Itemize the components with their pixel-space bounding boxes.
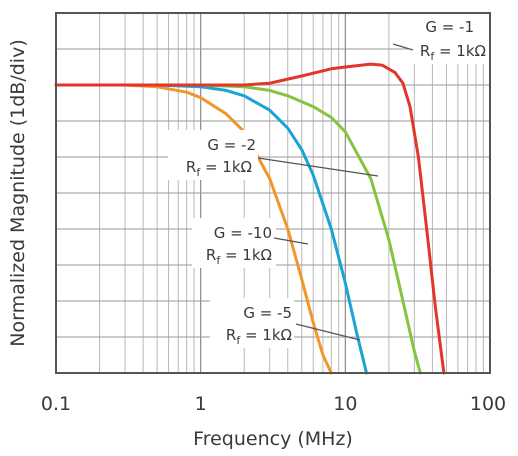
x-tick-label: 0.1 xyxy=(41,393,71,415)
annotation-g-1: G = -1 Rf = 1kΩ xyxy=(392,14,492,64)
x-tick-label: 100 xyxy=(470,393,506,415)
rf-sub: f xyxy=(196,166,201,179)
rf-sub: f xyxy=(216,254,221,267)
rf-sub: f xyxy=(236,334,241,347)
x-axis-label: Frequency (MHz) xyxy=(193,428,353,450)
rf-value: = 1kΩ xyxy=(220,246,272,264)
leader-line-g-10 xyxy=(273,237,309,245)
annotation-g-10: G = -10 Rf = 1kΩ xyxy=(192,218,309,268)
rf-value: = 1kΩ xyxy=(200,158,252,176)
annotation-rf-g-2: Rf = 1kΩ xyxy=(186,158,252,179)
annotation-g-5: G = -5 Rf = 1kΩ xyxy=(210,298,361,348)
series-line-2 xyxy=(54,83,368,375)
rf-r: R xyxy=(226,326,236,344)
x-tick-label: 1 xyxy=(195,393,207,415)
rf-sub: f xyxy=(430,50,435,63)
annotations: G = -1 Rf = 1kΩ G = -2 Rf = 1kΩ G = -10 … xyxy=(168,14,492,348)
annotation-gain-g-2: G = -2 xyxy=(207,136,256,154)
rf-value: = 1kΩ xyxy=(434,42,486,60)
leader-line-g-5 xyxy=(295,323,361,341)
annotation-gain-g-10: G = -10 xyxy=(214,224,272,242)
series-line-4 xyxy=(54,62,446,375)
plot-frame xyxy=(55,12,491,374)
annotation-gain-g-1: G = -1 xyxy=(425,18,474,36)
annotation-rf-g-5: Rf = 1kΩ xyxy=(226,326,292,347)
rf-r: R xyxy=(206,246,216,264)
rf-r: R xyxy=(420,42,430,60)
annotation-rf-g-1: Rf = 1kΩ xyxy=(420,42,486,63)
series-line-3 xyxy=(54,83,422,375)
annotation-g-2: G = -2 Rf = 1kΩ xyxy=(168,130,379,180)
annotation-rf-g-10: Rf = 1kΩ xyxy=(206,246,272,267)
x-tick-label: 10 xyxy=(333,393,357,415)
leader-line-g-1 xyxy=(392,43,414,51)
annotation-gain-g-5: G = -5 xyxy=(243,304,292,322)
rf-r: R xyxy=(186,158,196,176)
x-tick-labels: 0.1 1 10 100 xyxy=(41,393,506,415)
y-axis-label: Normalized Magnitude (1dB/div) xyxy=(7,39,29,346)
leader-line-g-2 xyxy=(257,157,379,177)
rf-value: = 1kΩ xyxy=(240,326,292,344)
